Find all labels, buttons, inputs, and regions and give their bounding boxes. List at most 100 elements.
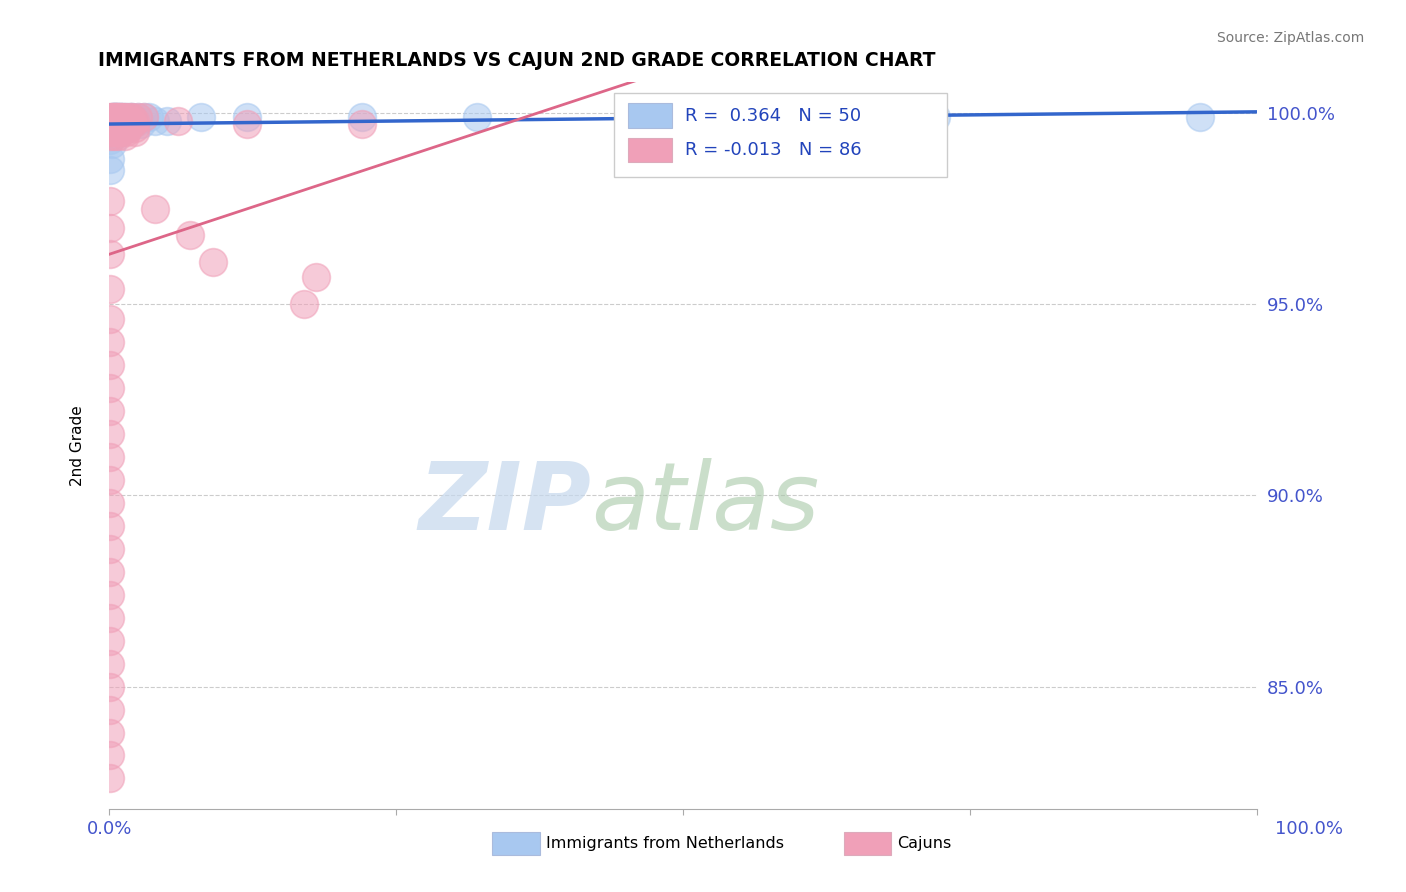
Point [924, 110, 946, 124]
Point [111, 110, 134, 124]
Point [138, 110, 160, 124]
Point [110, 125, 132, 139]
Point [101, 110, 124, 124]
Point [103, 110, 125, 124]
Point [104, 117, 127, 131]
Point [124, 121, 146, 136]
Point [105, 113, 128, 128]
Point [100, 136, 122, 151]
Point [190, 110, 212, 124]
Bar [628, 103, 672, 128]
Point [100, 125, 122, 139]
Point [179, 228, 201, 243]
Point [105, 110, 128, 124]
Text: 0.0%: 0.0% [87, 820, 132, 838]
Point [101, 113, 124, 128]
Point [105, 117, 128, 131]
Point [107, 128, 129, 143]
Text: R = -0.013   N = 86: R = -0.013 N = 86 [686, 141, 862, 159]
Point [121, 110, 143, 124]
Point [100, 117, 122, 131]
Point [117, 121, 139, 136]
Point [105, 117, 128, 131]
Point [111, 121, 134, 136]
FancyBboxPatch shape [614, 94, 948, 177]
Point [236, 117, 259, 131]
Point [108, 110, 131, 124]
Point [167, 113, 190, 128]
Point [107, 113, 129, 128]
Point [100, 725, 122, 739]
Point [114, 128, 136, 143]
Point [117, 121, 139, 136]
Point [236, 110, 259, 124]
Point [100, 110, 122, 124]
Point [124, 113, 146, 128]
Point [103, 121, 125, 136]
Point [100, 194, 122, 208]
Point [100, 220, 122, 235]
Point [104, 110, 127, 124]
Point [107, 121, 129, 136]
Point [730, 117, 752, 131]
Point [101, 117, 124, 131]
Point [112, 117, 135, 131]
Point [131, 117, 153, 131]
Point [103, 128, 125, 143]
Point [111, 110, 134, 124]
Point [103, 113, 125, 128]
Point [101, 110, 124, 124]
Point [111, 113, 134, 128]
Point [108, 110, 131, 124]
Point [100, 359, 122, 373]
Point [110, 110, 132, 124]
Point [127, 110, 149, 124]
Point [115, 113, 138, 128]
Point [100, 496, 122, 510]
Point [100, 611, 122, 625]
Text: Source: ZipAtlas.com: Source: ZipAtlas.com [1216, 31, 1364, 45]
Point [350, 110, 373, 124]
Point [132, 110, 155, 124]
Text: Cajuns: Cajuns [897, 837, 952, 851]
Point [100, 473, 122, 487]
Point [201, 255, 224, 269]
Point [100, 335, 122, 350]
Point [100, 110, 122, 124]
Point [100, 282, 122, 296]
Point [124, 125, 146, 139]
Point [118, 110, 141, 124]
Point [105, 110, 128, 124]
Point [115, 125, 138, 139]
Point [121, 110, 143, 124]
Point [115, 110, 138, 124]
Point [101, 117, 124, 131]
Point [110, 113, 132, 128]
Point [100, 565, 122, 579]
Point [127, 110, 149, 124]
Point [100, 519, 122, 533]
Point [110, 125, 132, 139]
Point [100, 588, 122, 602]
Point [156, 113, 179, 128]
Point [100, 541, 122, 556]
Text: ZIP: ZIP [419, 458, 592, 549]
Point [100, 657, 122, 671]
Point [107, 121, 129, 136]
Point [100, 381, 122, 395]
Point [100, 702, 122, 716]
Point [105, 113, 128, 128]
Point [100, 748, 122, 763]
Text: 2nd Grade: 2nd Grade [70, 405, 84, 486]
Point [100, 633, 122, 648]
Point [132, 110, 155, 124]
Point [100, 125, 122, 139]
Point [104, 125, 127, 139]
Point [103, 110, 125, 124]
Point [107, 110, 129, 124]
Point [100, 427, 122, 442]
Point [292, 297, 315, 311]
Point [111, 117, 134, 131]
Point [100, 121, 122, 136]
Point [107, 110, 129, 124]
